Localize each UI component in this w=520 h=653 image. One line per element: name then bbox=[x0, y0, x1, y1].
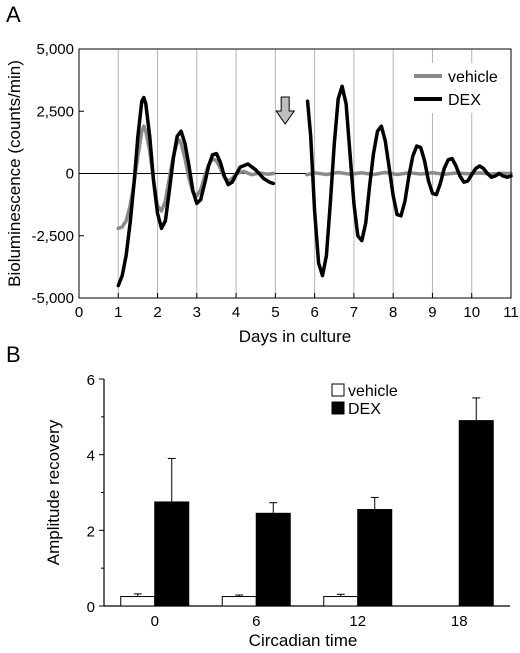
x-tick-label: 6 bbox=[252, 613, 260, 630]
x-tick-label: 2 bbox=[153, 304, 161, 321]
bar-vehicle bbox=[221, 596, 257, 607]
x-tick-label: 4 bbox=[232, 304, 240, 321]
series-line-dex bbox=[116, 95, 276, 288]
y-tick-label: 6 bbox=[87, 372, 95, 389]
legend-box bbox=[410, 63, 508, 113]
x-tick-label: 5 bbox=[271, 304, 279, 321]
y-tick-label: -2,500 bbox=[31, 228, 74, 245]
x-tick-label: 11 bbox=[503, 304, 519, 321]
bar-dex bbox=[154, 501, 190, 607]
panel-a-label: A bbox=[6, 2, 21, 27]
legend-swatch bbox=[331, 383, 345, 397]
series-line-vehicle bbox=[116, 124, 276, 231]
x-tick-label: 0 bbox=[151, 613, 159, 630]
x-tick-label: 6 bbox=[310, 304, 318, 321]
x-tick-label: 12 bbox=[349, 613, 366, 630]
bar-dex bbox=[357, 509, 393, 607]
x-axis-label: Days in culture bbox=[239, 327, 351, 346]
bar-dex bbox=[255, 512, 291, 607]
y-tick-label: 4 bbox=[87, 448, 95, 465]
panel-b-label: B bbox=[6, 342, 21, 367]
x-tick-label: 1 bbox=[114, 304, 122, 321]
y-tick-label: 0 bbox=[87, 599, 95, 616]
x-tick-label: 0 bbox=[75, 304, 83, 321]
legend-label: DEX bbox=[348, 401, 381, 418]
x-tick-label: 10 bbox=[463, 304, 480, 321]
x-tick-label: 9 bbox=[428, 304, 436, 321]
x-tick-label: 3 bbox=[193, 304, 201, 321]
bar-vehicle bbox=[323, 596, 359, 607]
amplitude-recovery-chart: 0 2 4 6 0 6 12 18 Circadian time Amplitude recove… bbox=[44, 372, 510, 650]
y-axis-label: Amplitude recovery bbox=[44, 419, 63, 565]
series-line-dex bbox=[305, 84, 513, 278]
bar-vehicle bbox=[120, 596, 156, 607]
y-tick-label: 2,500 bbox=[36, 103, 74, 120]
x-tick-label: 7 bbox=[350, 304, 358, 321]
x-tick-label: 8 bbox=[389, 304, 397, 321]
y-tick-label: 0 bbox=[66, 166, 74, 183]
y-tick-label: 2 bbox=[87, 523, 95, 540]
x-tick-label: 18 bbox=[451, 613, 468, 630]
legend-label: DEX bbox=[448, 92, 481, 109]
legend-label: vehicle bbox=[348, 383, 398, 400]
x-axis-label: Circadian time bbox=[249, 631, 358, 650]
legend-swatch bbox=[331, 401, 345, 415]
treatment-arrow-icon bbox=[275, 96, 296, 125]
bar-dex bbox=[458, 420, 494, 607]
y-tick-label: -5,000 bbox=[31, 290, 74, 307]
legend-label: vehicle bbox=[448, 69, 498, 86]
y-tick-label: 5,000 bbox=[36, 41, 74, 58]
y-axis-label: Bioluminescence (counts/min) bbox=[5, 60, 24, 287]
